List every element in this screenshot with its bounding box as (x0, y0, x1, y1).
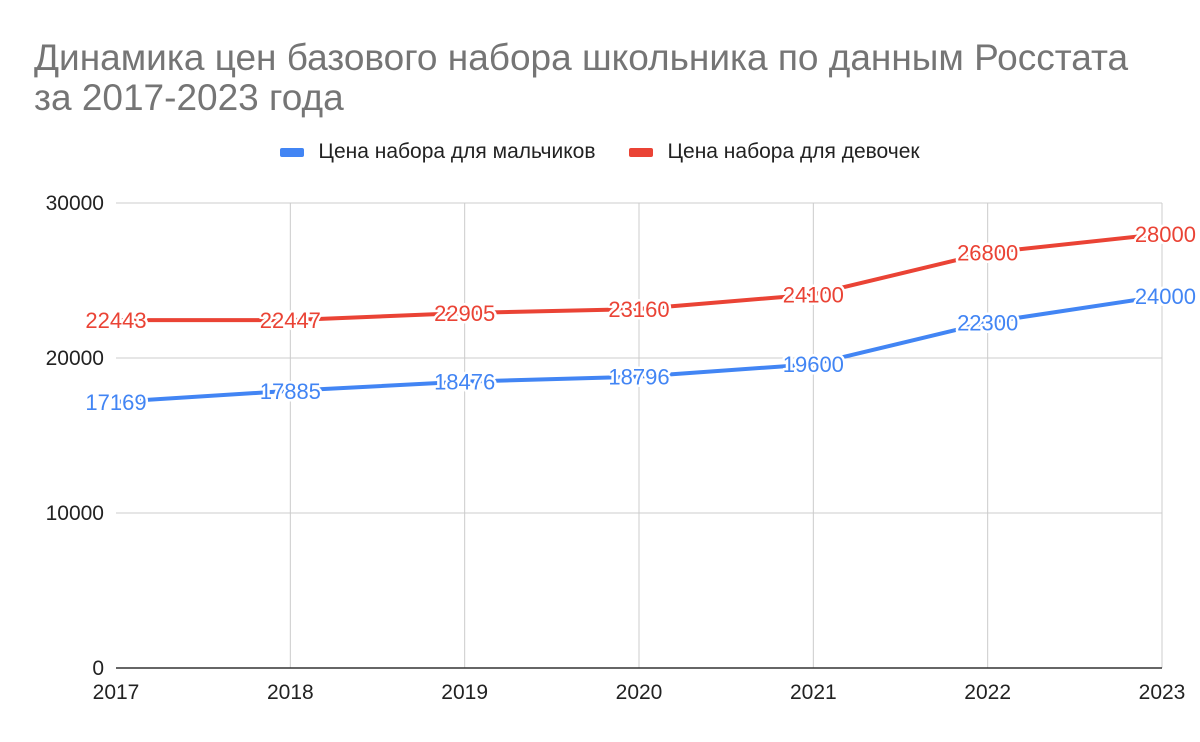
x-tick-label-2017: 2017 (93, 681, 140, 704)
series-line-1 (114, 232, 1164, 323)
legend-swatch-girls (629, 147, 654, 157)
data-label-1-2017: 22443 (85, 308, 146, 333)
data-label-0-2019: 18476 (434, 370, 495, 395)
data-label-1-2023: 28000 (1135, 222, 1196, 247)
y-tick-label-20000: 20000 (46, 347, 104, 370)
y-tick-label-0: 0 (92, 657, 104, 680)
legend-label-girls: Цена набора для девочек (667, 140, 920, 163)
legend: Цена набора для мальчиков Цена набора дл… (0, 140, 1200, 164)
data-label-0-2022: 22300 (957, 310, 1018, 335)
data-label-1-2019: 22905 (434, 301, 495, 326)
y-tick-label-10000: 10000 (46, 502, 104, 525)
data-label-0-2017: 17169 (85, 390, 146, 415)
legend-item-girls: Цена набора для девочек (629, 140, 920, 164)
x-tick-label-2022: 2022 (964, 681, 1011, 704)
data-label-0-2021: 19600 (783, 352, 844, 377)
legend-swatch-boys (280, 147, 305, 157)
data-label-1-2018: 22447 (260, 308, 321, 333)
x-tick-label-2020: 2020 (616, 681, 663, 704)
data-label-0-2023: 24000 (1135, 284, 1196, 309)
x-tick-label-2019: 2019 (441, 681, 488, 704)
data-label-1-2020: 23160 (608, 297, 669, 322)
data-label-1-2021: 24100 (783, 282, 844, 307)
chart-title: Динамика цен базового набора школьника п… (34, 37, 1129, 118)
data-label-1-2022: 26800 (957, 241, 1018, 266)
x-tick-label-2021: 2021 (790, 681, 837, 704)
x-tick-label-2023: 2023 (1139, 681, 1186, 704)
x-tick-label-2018: 2018 (267, 681, 314, 704)
series-line-0 (114, 294, 1164, 404)
legend-item-boys: Цена набора для мальчиков (280, 140, 595, 164)
data-label-0-2018: 17885 (260, 379, 321, 404)
y-tick-label-30000: 30000 (46, 192, 104, 215)
data-label-0-2020: 18796 (608, 365, 669, 390)
legend-label-boys: Цена набора для мальчиков (318, 140, 596, 163)
